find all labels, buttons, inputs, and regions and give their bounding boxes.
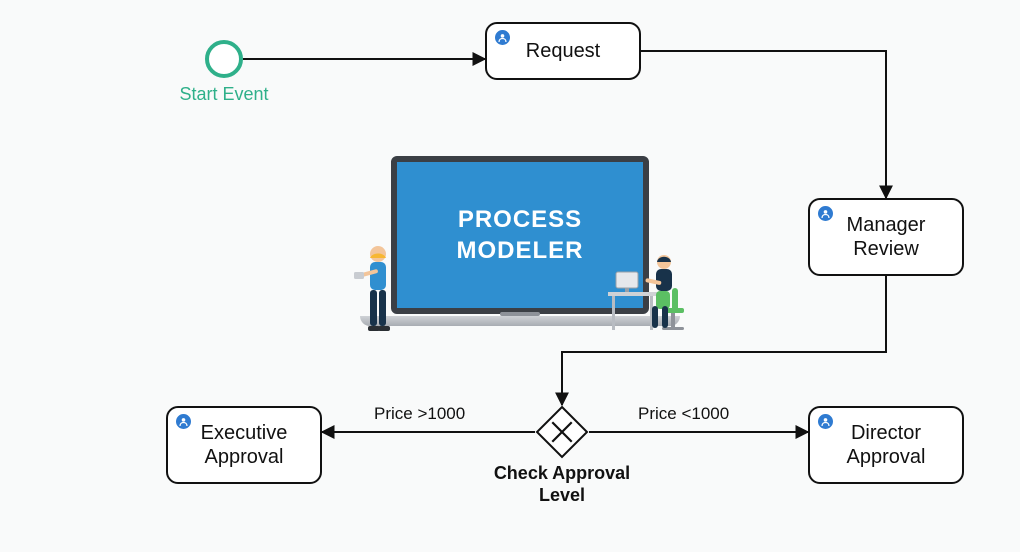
user-icon <box>818 206 833 221</box>
start-event-label: Start Event <box>179 84 268 105</box>
start-event: Start Event <box>205 40 243 78</box>
task-label: Director Approval <box>847 421 926 469</box>
person-left-icon <box>348 242 404 338</box>
gateway-diamond-icon <box>535 405 589 459</box>
diagram-canvas: Price >1000 Price <1000 Start Event Request… <box>0 0 1020 552</box>
edge-label-e_gateway_director: Price <1000 <box>638 404 729 424</box>
task-label: Manager Review <box>847 213 926 261</box>
task-label: Request <box>526 39 601 63</box>
edge-label-e_gateway_exec: Price >1000 <box>374 404 465 424</box>
gateway-check-approval: Check Approval Level <box>535 405 589 459</box>
start-event-circle <box>205 40 243 78</box>
laptop-title: PROCESS MODELER <box>457 204 584 266</box>
task-label: Executive Approval <box>201 421 288 469</box>
process-modeler-illustration: PROCESS MODELER <box>350 156 690 336</box>
task-director-approval: Director Approval <box>808 406 964 484</box>
person-right-icon <box>606 242 696 338</box>
user-icon <box>176 414 191 429</box>
user-icon <box>818 414 833 429</box>
task-executive-approval: Executive Approval <box>166 406 322 484</box>
user-icon <box>495 30 510 45</box>
task-manager-review: Manager Review <box>808 198 964 276</box>
task-request: Request <box>485 22 641 80</box>
gateway-label: Check Approval Level <box>494 463 630 506</box>
